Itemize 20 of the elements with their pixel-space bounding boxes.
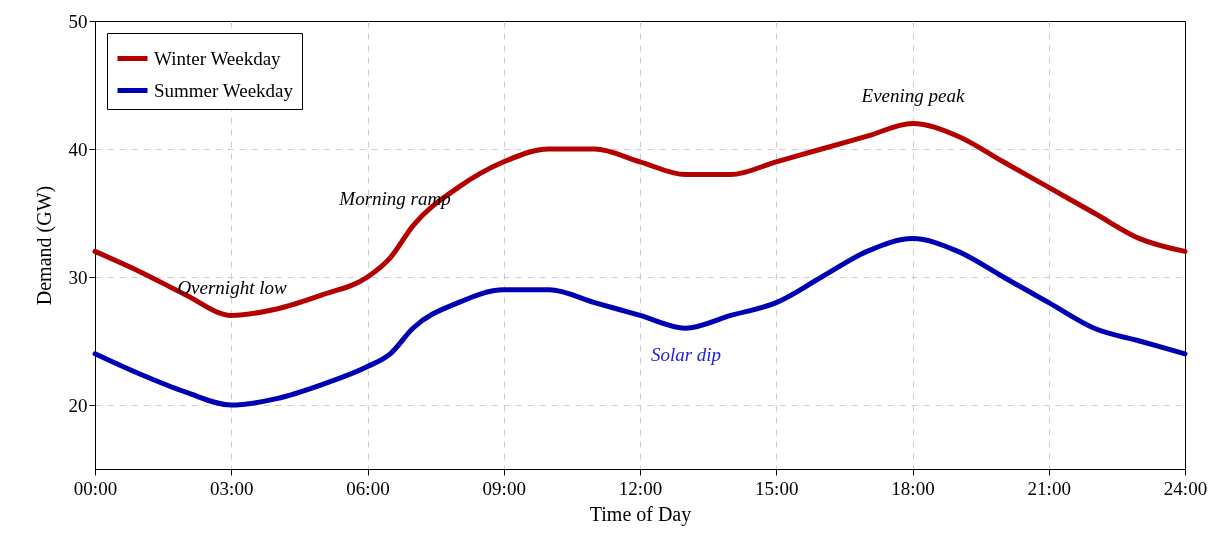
x-tick-label: 00:00 bbox=[73, 477, 118, 499]
x-tick-label: 12:00 bbox=[618, 477, 663, 499]
y-axis-title: Demand (GW) bbox=[32, 185, 56, 306]
x-axis-title: Time of Day bbox=[589, 502, 692, 526]
y-tick-label: 20 bbox=[68, 394, 88, 416]
annotation: Solar dip bbox=[650, 344, 722, 365]
annotation: Overnight low bbox=[177, 277, 287, 298]
y-tick-label: 40 bbox=[68, 138, 88, 160]
legend-label: Summer Weekday bbox=[154, 79, 294, 101]
x-tick-label: 06:00 bbox=[346, 477, 390, 499]
x-tick-label: 18:00 bbox=[891, 477, 935, 499]
x-tick-label: 15:00 bbox=[755, 477, 799, 499]
annotation: Evening peak bbox=[860, 85, 965, 106]
x-tick-label: 21:00 bbox=[1027, 477, 1071, 499]
x-tick-label: 09:00 bbox=[482, 477, 526, 499]
y-tick-label: 30 bbox=[68, 266, 88, 288]
x-tick-label: 24:00 bbox=[1163, 477, 1208, 499]
legend-label: Winter Weekday bbox=[154, 47, 282, 69]
x-tick-label: 03:00 bbox=[210, 477, 254, 499]
y-tick-label: 50 bbox=[68, 10, 88, 32]
